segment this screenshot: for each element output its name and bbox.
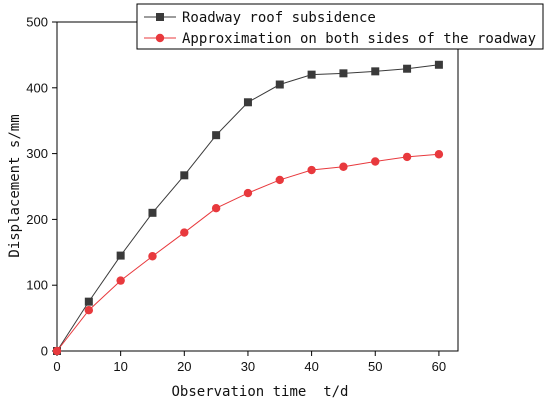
data-point-circle [211,204,221,213]
data-point-square [84,297,93,306]
data-point-square [371,67,380,76]
data-point-circle [243,188,253,198]
y-tick-label: 400 [26,80,48,95]
data-point-square [180,171,189,180]
data-point-square [434,60,443,69]
data-point-circle [371,157,380,166]
data-point-circle [402,152,412,162]
legend-marker-square [156,13,164,21]
data-point-square [148,208,157,217]
data-point-square [403,64,412,73]
series-line [56,64,439,352]
data-point-circle [84,306,94,315]
legend-box [136,3,544,50]
x-tick-label: 0 [53,359,60,374]
y-tick-label: 0 [41,344,48,359]
x-tick-label: 40 [304,359,318,374]
x-tick-label: 60 [432,359,446,374]
y-axis-ticks: 0 100 200 300 400 500 [26,15,57,359]
legend-label: Roadway roof subsidence [182,10,376,26]
data-point-circle [180,228,189,237]
data-point-square [275,80,284,89]
x-tick-label: 10 [113,359,127,374]
legend-label: Approximation on both sides of the roadw… [182,31,536,47]
legend: Roadway roof subsidence Approximation on … [136,3,544,50]
x-tick-label: 50 [368,359,382,374]
y-tick-label: 300 [26,146,48,161]
data-point-circle [339,162,348,171]
y-tick-label: 200 [26,212,48,227]
x-tick-label: 20 [177,359,191,374]
data-point-square [339,69,348,78]
data-point-square [307,70,316,79]
data-point-circle [148,252,157,261]
data-point-circle [275,175,284,185]
series-layer [52,60,444,356]
data-point-circle [116,276,125,285]
data-point-square [243,98,252,107]
data-point-circle [307,165,316,175]
series-1 [53,60,443,355]
data-point-circle [434,150,444,159]
data-point-square [212,131,221,140]
x-tick-label: 30 [241,359,255,374]
plot-frame [56,21,459,352]
data-point-square [116,251,125,260]
y-tick-label: 500 [26,15,48,30]
x-axis-ticks: 0 10 20 30 40 50 60 [53,351,446,374]
legend-marker-circle [155,33,165,43]
series-line [56,153,439,352]
y-axis-title: Displacement s/mm [7,114,23,257]
x-axis-title: Observation time t/d [171,384,348,400]
y-tick-label: 100 [26,278,48,293]
series-2 [52,150,444,356]
data-point-circle [52,346,62,356]
